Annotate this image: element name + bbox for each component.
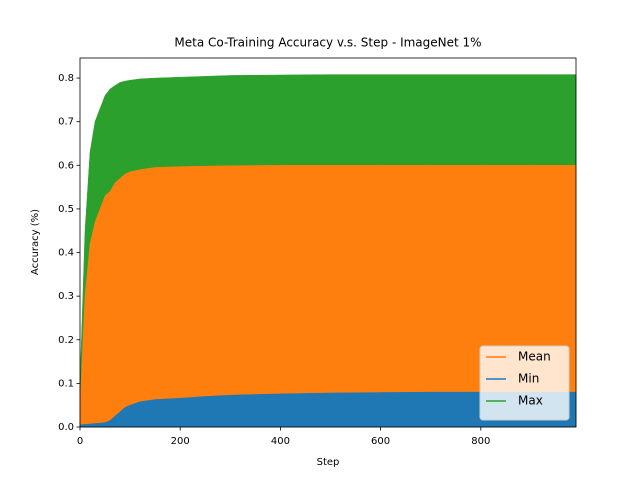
y-tick-label: 0.6 <box>58 160 74 171</box>
y-tick-label: 0.0 <box>58 422 74 433</box>
x-tick-label: 800 <box>471 436 490 447</box>
x-tick-label: 0 <box>77 436 83 447</box>
y-tick-label: 0.5 <box>58 204 74 215</box>
legend-label: Min <box>518 372 539 386</box>
x-axis-label: Step <box>317 457 340 468</box>
area <box>79 165 577 428</box>
legend-label: Max <box>518 394 543 408</box>
y-tick-label: 0.7 <box>58 117 74 128</box>
chart-title: Meta Co-Training Accuracy v.s. Step - Im… <box>174 36 481 50</box>
x-tick-label: 200 <box>171 436 190 447</box>
y-tick-label: 0.1 <box>58 378 74 389</box>
y-axis-label: Accuracy (%) <box>30 209 41 275</box>
x-tick-label: 400 <box>271 436 290 447</box>
plot-frame <box>79 57 577 428</box>
y-tick-label: 0.2 <box>58 335 74 346</box>
y-tick-label: 0.4 <box>58 248 74 259</box>
x-tick-label: 600 <box>371 436 390 447</box>
y-tick-label: 0.8 <box>58 73 74 84</box>
legend-label: Mean <box>518 350 551 364</box>
y-tick-label: 0.3 <box>58 291 74 302</box>
